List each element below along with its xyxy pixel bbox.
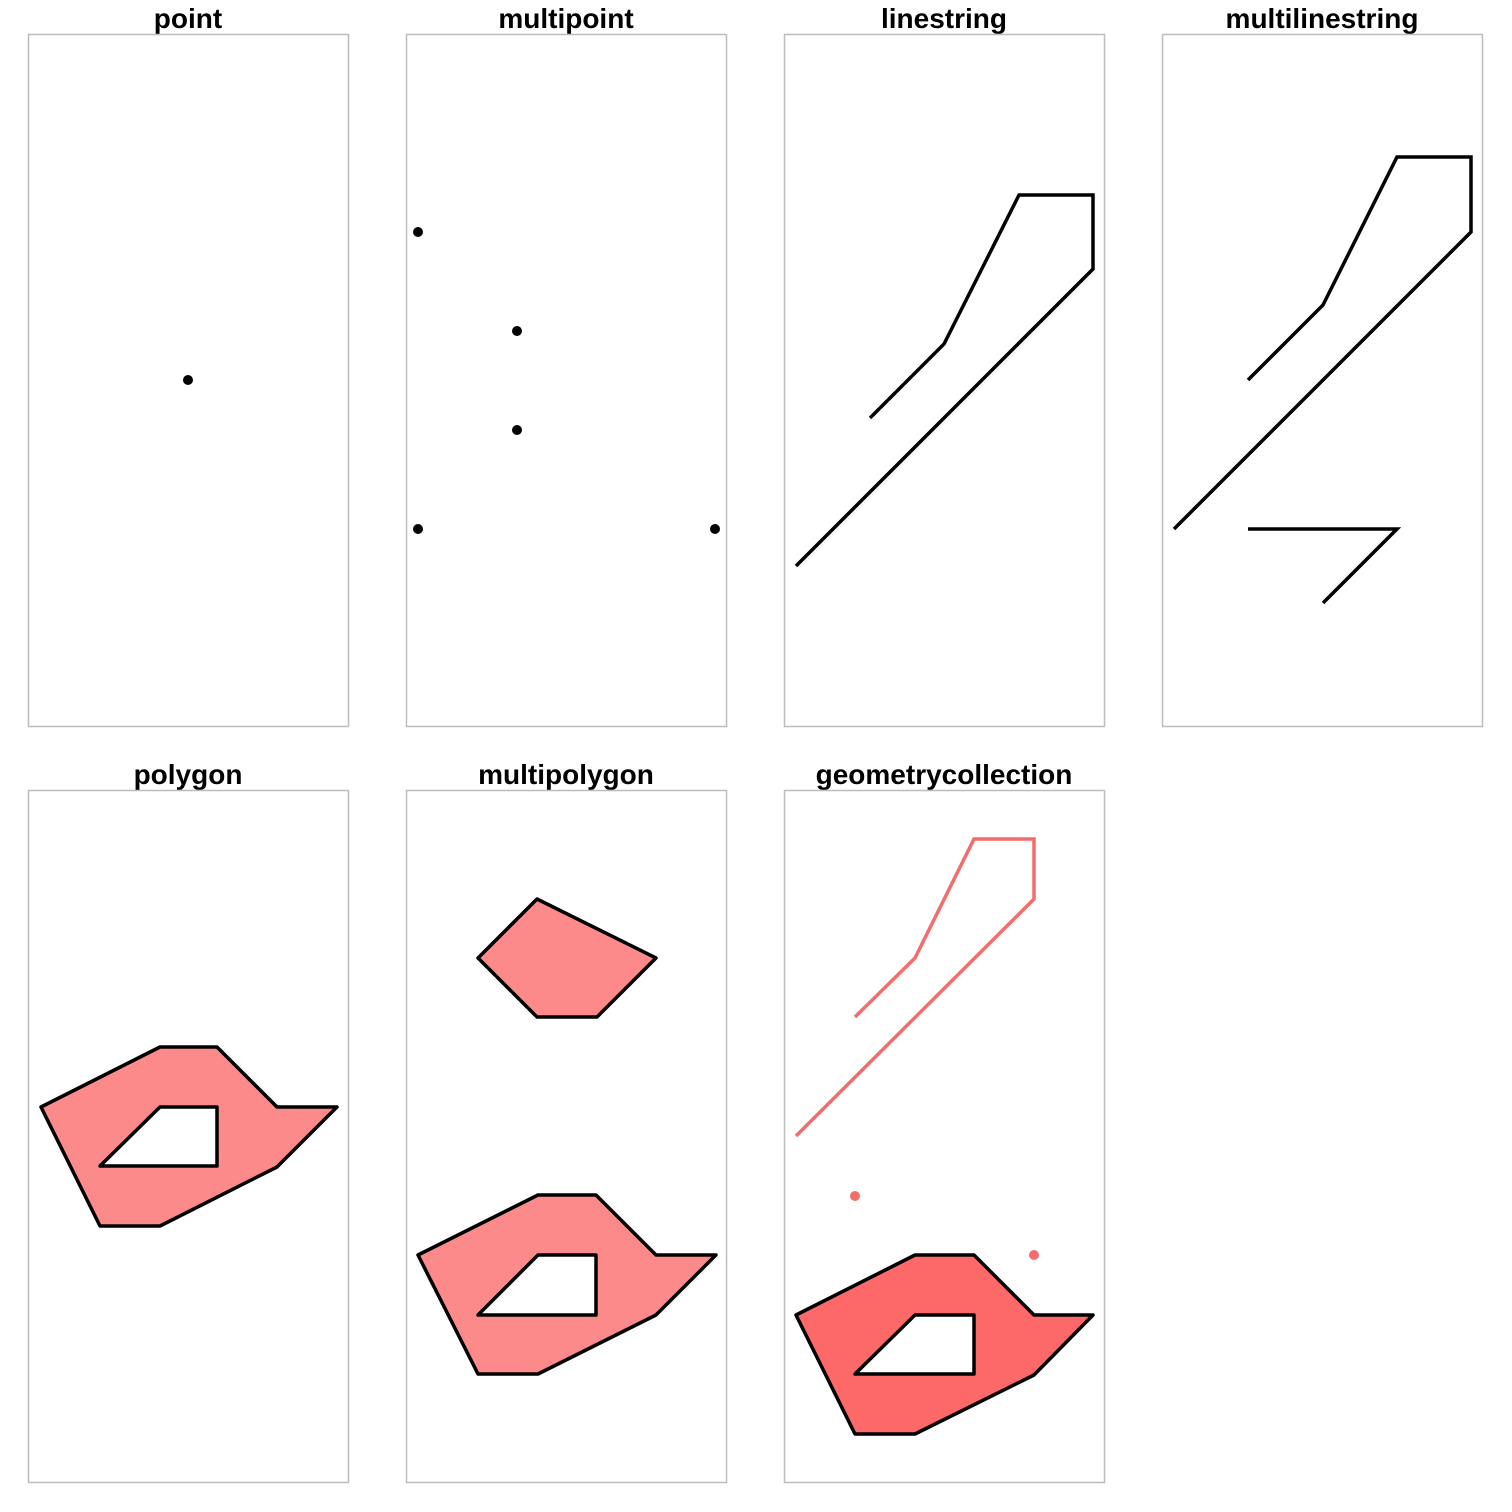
panel-frame-geometrycollection [783, 789, 1106, 1484]
title-multilinestring: multilinestring [1225, 3, 1419, 34]
panel-frame-multipoint [405, 33, 728, 728]
multipolygon-shape [476, 897, 658, 1019]
panel-frame-multipolygon [405, 789, 728, 1484]
multipoint-marker [413, 227, 423, 237]
panel-frame-multilinestring [1161, 33, 1484, 728]
collection-polygon [794, 1253, 1095, 1436]
collection-point [850, 1191, 860, 1201]
multipoint-marker [512, 425, 522, 435]
panel-frame-linestring [783, 33, 1106, 728]
panel-frame-point [27, 33, 350, 728]
title-geometrycollection: geometrycollection [815, 759, 1073, 790]
polygon-shape [39, 1045, 339, 1228]
multilinestring-line [1172, 155, 1473, 531]
multipoint-marker [710, 524, 720, 534]
linestring-line [794, 193, 1095, 568]
multipolygon-shape [416, 1193, 718, 1376]
panel-frame-polygon [27, 789, 350, 1484]
collection-point [1029, 1250, 1039, 1260]
multipoint-marker [512, 326, 522, 336]
point-marker [183, 375, 193, 385]
title-multipoint: multipoint [498, 3, 634, 34]
multipoint-marker [413, 524, 423, 534]
multilinestring-line [1248, 527, 1402, 605]
collection-line [794, 837, 1036, 1138]
title-polygon: polygon [133, 759, 243, 790]
title-linestring: linestring [880, 3, 1007, 34]
title-point: point [153, 3, 223, 34]
title-multipolygon: multipolygon [478, 759, 654, 790]
